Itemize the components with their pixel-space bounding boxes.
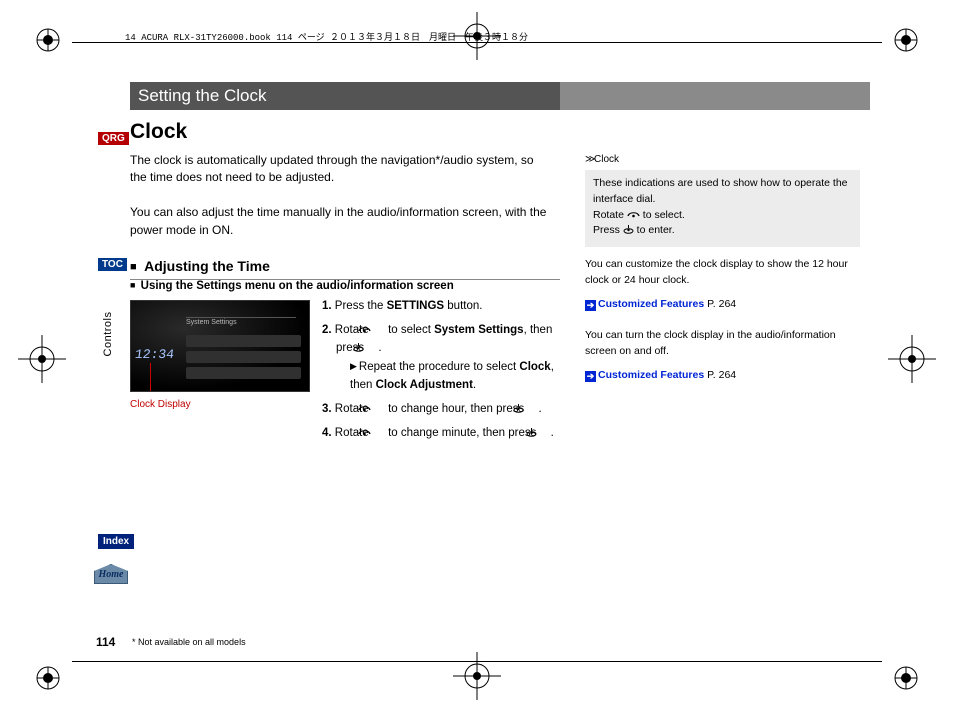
- step-2: 2. Rotate to select System Settings, the…: [322, 322, 562, 358]
- sidebar-link-2[interactable]: ➔Customized Features P. 264: [585, 368, 860, 384]
- press-enter-icon: [540, 426, 551, 436]
- solid-square-icon: ■: [130, 280, 135, 290]
- figure-menu-label: System Settings: [186, 319, 237, 326]
- page-title: Clock: [130, 120, 187, 144]
- intro-paragraph-2: You can also adjust the time manually in…: [130, 204, 550, 239]
- sidebar-para-3: You can turn the clock display in the au…: [585, 328, 860, 360]
- rotate-dial-icon: [372, 402, 385, 412]
- registration-mark-right: [888, 335, 936, 383]
- footnote: * Not available on all models: [132, 637, 246, 647]
- registration-mark-bottom: [453, 652, 501, 700]
- badge-index[interactable]: Index: [98, 534, 134, 549]
- clock-display-value: 12:34: [134, 347, 175, 362]
- home-button-label: Home: [99, 569, 124, 580]
- page-number: 114: [96, 635, 115, 649]
- sidebar-link-text: Customized Features: [598, 298, 704, 310]
- running-header: 14 ACURA RLX-31TY26000.book 114 ページ ２０１３…: [125, 30, 528, 43]
- clock-screen-image: 12:34 System Settings: [130, 300, 310, 392]
- press-enter-icon: [367, 341, 378, 351]
- badge-qrg[interactable]: QRG: [98, 132, 129, 145]
- square-bullet-icon: ■: [130, 261, 137, 273]
- crop-ornament-tl: [36, 28, 60, 52]
- crop-ornament-tr: [894, 28, 918, 52]
- badge-toc[interactable]: TOC: [98, 258, 127, 271]
- sidebar-link-text: Customized Features: [598, 369, 704, 381]
- sidebar-link-1[interactable]: ➔Customized Features P. 264: [585, 297, 860, 313]
- step-2-sub: ▶Repeat the procedure to select Clock, t…: [322, 359, 562, 395]
- home-button[interactable]: Home: [94, 564, 128, 584]
- press-enter-icon: [527, 402, 538, 412]
- section-tab-controls: Controls: [102, 312, 114, 357]
- sidebar-header: ≫Clock: [585, 152, 860, 167]
- section-banner-decor: [560, 82, 870, 110]
- subheading-text: Adjusting the Time: [144, 258, 270, 274]
- intro-text: The clock is automatically updated throu…: [130, 152, 550, 239]
- sidebar-link-page: P. 264: [707, 369, 736, 381]
- crop-ornament-bl: [36, 666, 60, 690]
- trim-line-bottom: [72, 661, 882, 662]
- step-1: 1. Press the SETTINGS button.: [322, 298, 562, 316]
- intro-paragraph-1: The clock is automatically updated throu…: [130, 152, 550, 187]
- callout-pointer: [150, 363, 151, 392]
- step-4: 4. Rotate to change minute, then press .: [322, 425, 562, 443]
- sidebar-box-rotate: Rotate to select.: [593, 208, 852, 224]
- registration-mark-left: [18, 335, 66, 383]
- rotate-dial-icon: [372, 426, 385, 436]
- sidebar-box-press: Press to enter.: [593, 223, 852, 239]
- section-banner-title: Setting the Clock: [130, 82, 560, 110]
- link-arrow-icon: ➔: [585, 300, 596, 311]
- link-arrow-icon: ➔: [585, 371, 596, 382]
- clock-screen-figure: 12:34 System Settings Clock Display: [130, 300, 310, 410]
- sub-subheading-text: Using the Settings menu on the audio/inf…: [141, 280, 454, 292]
- step-3: 3. Rotate to change hour, then press .: [322, 401, 562, 419]
- sidebar-column: ≫Clock These indications are used to sho…: [585, 152, 860, 383]
- section-banner: Setting the Clock: [130, 82, 870, 110]
- press-enter-icon: [623, 224, 634, 234]
- sidebar-box-line1: These indications are used to show how t…: [593, 176, 852, 208]
- rotate-dial-icon: [627, 209, 640, 219]
- steps-list: 1. Press the SETTINGS button. 2. Rotate …: [322, 298, 562, 449]
- sidebar-info-box: These indications are used to show how t…: [585, 170, 860, 247]
- figure-caption: Clock Display: [130, 399, 310, 410]
- sidebar-link-page: P. 264: [707, 298, 736, 310]
- crop-ornament-br: [894, 666, 918, 690]
- rotate-dial-icon: [372, 323, 385, 333]
- sub-subheading: ■ Using the Settings menu on the audio/i…: [130, 280, 454, 292]
- subheading-row: ■ Adjusting the Time: [130, 256, 560, 280]
- sidebar-para-2: You can customize the clock display to s…: [585, 257, 860, 289]
- triangle-bullet-icon: ▶: [350, 360, 357, 374]
- chevron-icon: ≫: [585, 152, 593, 167]
